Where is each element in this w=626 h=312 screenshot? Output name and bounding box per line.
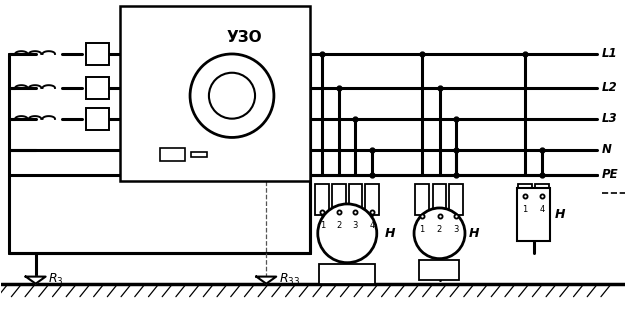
Text: L2: L2 <box>602 81 617 95</box>
Text: $R_3$: $R_3$ <box>48 272 64 287</box>
Bar <box>239 114 242 131</box>
Bar <box>319 264 376 284</box>
Text: 4: 4 <box>540 206 545 214</box>
Text: L1: L1 <box>602 47 617 61</box>
Text: 2: 2 <box>437 225 442 234</box>
Text: L3: L3 <box>602 112 617 125</box>
Bar <box>419 260 459 280</box>
Text: 3: 3 <box>454 225 459 234</box>
Polygon shape <box>256 277 276 284</box>
Bar <box>243 115 247 131</box>
Text: H: H <box>469 227 480 240</box>
Circle shape <box>414 208 465 259</box>
Bar <box>332 184 346 215</box>
Text: 4: 4 <box>369 221 375 230</box>
Text: H: H <box>555 208 565 221</box>
Bar <box>248 117 252 131</box>
Bar <box>228 110 232 131</box>
Text: 3: 3 <box>352 221 358 230</box>
Bar <box>192 152 207 157</box>
Bar <box>86 77 109 99</box>
Bar <box>86 43 109 65</box>
Bar <box>120 6 310 181</box>
Bar <box>86 108 109 130</box>
Bar <box>449 184 463 215</box>
Text: $R_{33}$: $R_{33}$ <box>279 272 300 287</box>
Bar <box>233 112 237 131</box>
Text: PE: PE <box>602 168 618 181</box>
Bar <box>316 184 329 215</box>
Text: 1: 1 <box>522 206 528 214</box>
Circle shape <box>318 204 377 263</box>
Bar <box>366 184 379 215</box>
Text: УЗО: УЗО <box>227 30 262 45</box>
Polygon shape <box>26 277 46 284</box>
Bar <box>433 184 446 215</box>
Text: N: N <box>602 143 612 156</box>
Bar <box>518 188 550 241</box>
Bar <box>349 184 362 215</box>
Text: 1: 1 <box>320 221 325 230</box>
Text: 2: 2 <box>337 221 342 230</box>
Bar <box>518 184 531 215</box>
Circle shape <box>209 73 255 119</box>
Text: H: H <box>384 227 395 240</box>
Bar <box>160 148 185 161</box>
Text: 1: 1 <box>419 225 424 234</box>
Bar <box>415 184 429 215</box>
Bar <box>223 108 227 131</box>
Circle shape <box>190 54 274 138</box>
Bar <box>535 184 549 215</box>
